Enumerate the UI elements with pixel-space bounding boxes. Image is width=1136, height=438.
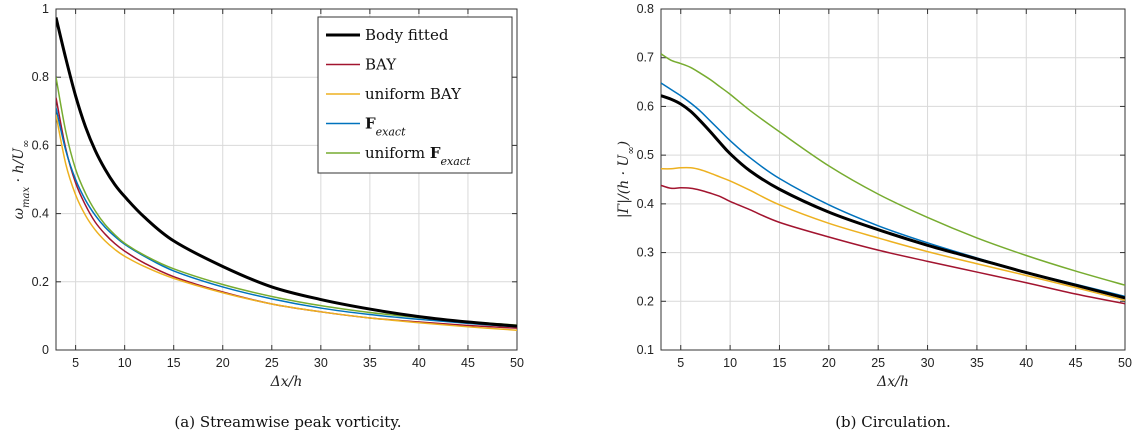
- figure-caption: (b) Circulation.: [835, 413, 951, 431]
- x-tick-label: 45: [461, 356, 475, 370]
- legend: Body fitted BAY uniform BAY Fexact uniform F…: [317, 16, 513, 174]
- x-tick-label: 35: [363, 356, 377, 370]
- legend-label-3: Fexact: [365, 115, 406, 139]
- x-axis-label: Δx/h: [876, 374, 909, 390]
- axes-frame: [55, 8, 518, 351]
- legend-box: [317, 16, 513, 174]
- x-tick-label: 40: [412, 356, 426, 370]
- legend-label-2: uniform BAY: [365, 85, 462, 103]
- x-tick-label: 5: [677, 356, 684, 370]
- y-tick-label: 0: [42, 343, 49, 357]
- y-tick-label: 0.4: [32, 207, 49, 221]
- x-tick-label: 25: [265, 356, 279, 370]
- x-axis-label: Δx/h: [270, 374, 303, 390]
- series-line-uniform-bay: [661, 166, 1125, 302]
- x-tick-label: 40: [1019, 356, 1033, 370]
- series-line-body-fitted: [661, 94, 1125, 300]
- y-axis-label: |Γ|/(h · U∞): [616, 141, 637, 218]
- x-tick-label: 10: [118, 356, 132, 370]
- x-tick-label: 20: [822, 356, 836, 370]
- series-line-f-exact: [56, 107, 517, 328]
- x-tick-label: 30: [314, 356, 328, 370]
- series-line-uniform-bay: [56, 114, 517, 331]
- y-tick-label: 0.2: [637, 294, 654, 308]
- x-tick-label: 20: [216, 356, 230, 370]
- y-axis-label: ωmax · h/U∞: [11, 140, 32, 220]
- chart-panel-b: 5 10 15 20 25 30 35 40 45 50 0.1 0.2 0.3 0.4 0.5 0.6 0.7…: [616, 2, 1132, 431]
- series-line-body-fitted: [56, 17, 517, 328]
- x-tick-label: 50: [1118, 356, 1132, 370]
- y-tick-label: 0.3: [637, 246, 654, 260]
- legend-label-4: uniform Fexact: [365, 144, 471, 168]
- y-tick-label: 0.4: [637, 197, 654, 211]
- x-tick-label: 30: [921, 356, 935, 370]
- y-tick-label: 0.1: [637, 343, 654, 357]
- y-tick-label: 0.2: [32, 275, 49, 289]
- y-tick-label: 0.6: [32, 138, 49, 152]
- x-tick-label: 5: [72, 356, 79, 370]
- y-tick-label: 0.6: [637, 99, 654, 113]
- x-tick-label: 15: [167, 356, 181, 370]
- x-tick-label: 45: [1069, 356, 1083, 370]
- y-tick-label: 0.8: [32, 70, 49, 84]
- x-tick-label: 25: [871, 356, 885, 370]
- legend-label-0: Body fitted: [365, 26, 449, 44]
- figure-caption: (a) Streamwise peak vorticity.: [174, 413, 401, 431]
- y-tick-label: 0.7: [637, 51, 654, 65]
- y-tick-label: 1: [42, 2, 49, 16]
- x-tick-label: 50: [510, 356, 524, 370]
- y-tick-label: 0.8: [637, 2, 654, 16]
- series-line-uniform-f-exact: [56, 77, 517, 326]
- x-tick-label: 15: [773, 356, 787, 370]
- x-tick-label: 10: [723, 356, 737, 370]
- legend-label-1: BAY: [365, 56, 397, 74]
- series-line-bay: [661, 184, 1125, 305]
- axes-frame: [660, 8, 1126, 351]
- chart-panel-a: 5 10 15 20 25 30 35 40 45 50 0 0.2 0.4 0.6 0.8 1 Δx/h ωma…: [11, 2, 524, 431]
- y-tick-label: 0.5: [637, 148, 654, 162]
- x-tick-label: 35: [970, 356, 984, 370]
- series-line-uniform-f-exact: [661, 53, 1125, 286]
